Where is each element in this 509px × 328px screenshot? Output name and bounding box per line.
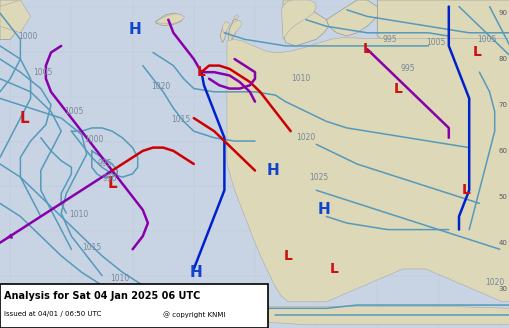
Polygon shape <box>232 15 238 21</box>
Text: 1005: 1005 <box>476 35 496 44</box>
Polygon shape <box>227 38 509 302</box>
Polygon shape <box>222 22 229 34</box>
Text: Analysis for Sat 04 Jan 2025 06 UTC: Analysis for Sat 04 Jan 2025 06 UTC <box>4 291 200 301</box>
Text: 50: 50 <box>498 194 506 200</box>
Text: L: L <box>392 82 402 95</box>
Text: 30: 30 <box>497 286 506 292</box>
Text: Issued at 04/01 / 06:50 UTC: Issued at 04/01 / 06:50 UTC <box>4 311 101 317</box>
Text: 70: 70 <box>497 102 506 108</box>
Text: 40: 40 <box>498 240 506 246</box>
Polygon shape <box>156 14 184 24</box>
Text: 1020: 1020 <box>484 277 503 287</box>
Polygon shape <box>204 307 509 325</box>
Polygon shape <box>229 20 241 39</box>
Text: L: L <box>362 42 371 56</box>
Text: 1015: 1015 <box>82 243 101 252</box>
Text: L: L <box>461 183 470 197</box>
FancyBboxPatch shape <box>0 284 267 328</box>
Text: 1000: 1000 <box>84 135 104 144</box>
Text: 995: 995 <box>382 35 397 44</box>
Text: 995: 995 <box>400 64 414 73</box>
Polygon shape <box>0 0 31 33</box>
Text: 1020: 1020 <box>296 133 315 142</box>
Text: 1005: 1005 <box>64 107 83 116</box>
Text: H: H <box>190 265 203 280</box>
Text: L: L <box>471 46 480 59</box>
Text: L: L <box>283 249 292 263</box>
Text: 60: 60 <box>497 148 506 154</box>
Text: L: L <box>20 111 29 126</box>
Text: 1025: 1025 <box>308 173 328 182</box>
Polygon shape <box>282 0 328 46</box>
Text: @ copyright KNMI: @ copyright KNMI <box>163 311 225 318</box>
Text: 1000: 1000 <box>18 31 38 41</box>
Text: 90: 90 <box>497 10 506 16</box>
Polygon shape <box>228 20 238 46</box>
Text: 1015: 1015 <box>171 115 190 124</box>
Text: 1010: 1010 <box>69 210 89 219</box>
Text: 1005: 1005 <box>426 38 445 47</box>
Polygon shape <box>377 0 509 52</box>
Polygon shape <box>155 13 183 26</box>
Text: 1005: 1005 <box>34 68 53 77</box>
Polygon shape <box>281 0 316 39</box>
Text: 80: 80 <box>497 56 506 62</box>
Polygon shape <box>0 0 20 39</box>
Text: L: L <box>329 262 338 276</box>
Text: 1010: 1010 <box>110 274 129 283</box>
Text: L: L <box>196 65 206 79</box>
Text: 990: 990 <box>102 174 117 183</box>
Polygon shape <box>326 0 377 36</box>
Text: 1020: 1020 <box>151 82 170 92</box>
Text: 1010: 1010 <box>291 74 310 83</box>
Text: H: H <box>129 22 142 37</box>
Polygon shape <box>220 26 226 43</box>
Text: L: L <box>107 176 117 191</box>
Text: H: H <box>266 163 279 178</box>
Text: H: H <box>317 202 330 217</box>
Text: 995: 995 <box>97 159 111 169</box>
